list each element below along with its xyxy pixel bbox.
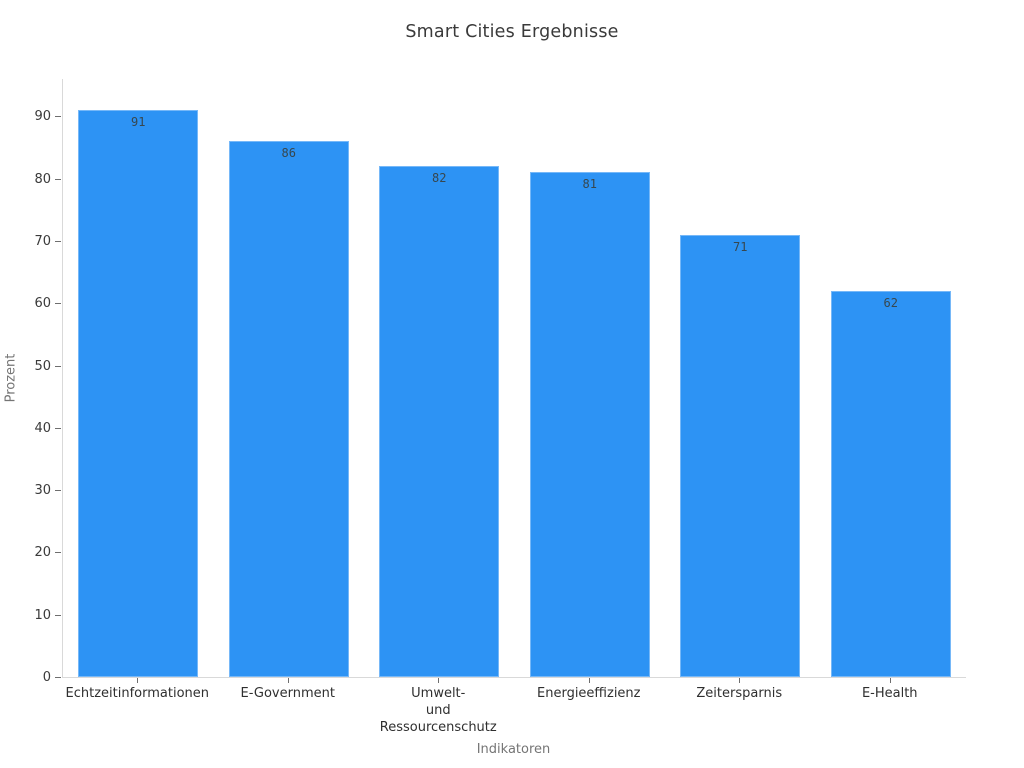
x-tick-mark bbox=[889, 678, 891, 683]
x-tick-label: Echtzeitinformationen bbox=[65, 686, 210, 701]
y-tick-label: 80 bbox=[34, 171, 51, 187]
bar: 71 bbox=[680, 235, 801, 677]
x-axis-title: Indikatoren bbox=[476, 742, 551, 757]
plot-area: 91 86 82 81 71 62 bbox=[62, 79, 966, 678]
y-tick-mark bbox=[55, 178, 61, 180]
bar-value-label: 82 bbox=[432, 171, 447, 185]
x-tick-label: E-Government bbox=[240, 686, 335, 701]
x-tick-mark bbox=[739, 678, 741, 683]
y-tick-mark bbox=[55, 552, 61, 554]
y-tick-label: 10 bbox=[34, 607, 51, 623]
x-tick-mark bbox=[287, 678, 289, 683]
y-tick-mark bbox=[55, 427, 61, 429]
bar-value-label: 81 bbox=[582, 177, 597, 191]
x-tick-mark bbox=[137, 678, 139, 683]
y-tick-mark bbox=[55, 303, 61, 305]
bar: 91 bbox=[78, 110, 199, 677]
y-tick-label: 40 bbox=[34, 420, 51, 436]
y-tick-label: 0 bbox=[42, 670, 51, 685]
bar: 82 bbox=[379, 166, 500, 677]
y-tick-label: 70 bbox=[34, 233, 51, 249]
y-tick-label: 50 bbox=[34, 358, 51, 374]
x-tick-mark bbox=[438, 678, 440, 683]
bar: 81 bbox=[529, 172, 650, 677]
y-tick-mark bbox=[55, 677, 61, 678]
bar-value-label: 71 bbox=[733, 240, 748, 254]
y-tick-mark bbox=[55, 365, 61, 367]
bar-value-label: 86 bbox=[281, 146, 296, 160]
x-tick-label: Zeitersparnis bbox=[696, 686, 783, 701]
y-tick-label: 30 bbox=[34, 483, 51, 499]
chart-title: Smart Cities Ergebnisse bbox=[405, 22, 619, 42]
bar-value-label: 62 bbox=[883, 296, 898, 310]
y-tick-label: 90 bbox=[34, 109, 51, 125]
bar: 62 bbox=[830, 291, 951, 677]
y-tick-mark bbox=[55, 614, 61, 616]
bar-value-label: 91 bbox=[131, 115, 146, 129]
bar: 86 bbox=[228, 141, 349, 677]
y-tick-label: 20 bbox=[34, 545, 51, 561]
y-tick-mark bbox=[55, 240, 61, 242]
x-tick-label: Energieeffizienz bbox=[537, 686, 641, 701]
x-tick-mark bbox=[588, 678, 590, 683]
y-tick-mark bbox=[55, 116, 61, 118]
y-tick-mark bbox=[55, 490, 61, 492]
y-tick-label: 60 bbox=[34, 296, 51, 312]
x-tick-label: Umwelt- und Ressourcenschutz bbox=[379, 686, 497, 735]
x-tick-label: E-Health bbox=[861, 686, 918, 701]
